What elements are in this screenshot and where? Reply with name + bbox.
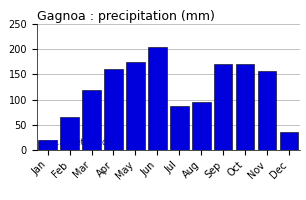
Bar [170, 106, 188, 150]
Bar [280, 132, 298, 150]
Bar [214, 64, 233, 150]
Bar [82, 90, 101, 150]
Bar [148, 47, 167, 150]
Bar [60, 117, 79, 150]
Bar [104, 69, 123, 150]
Bar [258, 71, 276, 150]
Text: Gagnoa : precipitation (mm): Gagnoa : precipitation (mm) [37, 10, 215, 23]
Text: www.allmetsat.com: www.allmetsat.com [39, 138, 114, 147]
Bar [192, 102, 211, 150]
Bar [38, 140, 57, 150]
Bar [126, 62, 145, 150]
Bar [236, 64, 254, 150]
